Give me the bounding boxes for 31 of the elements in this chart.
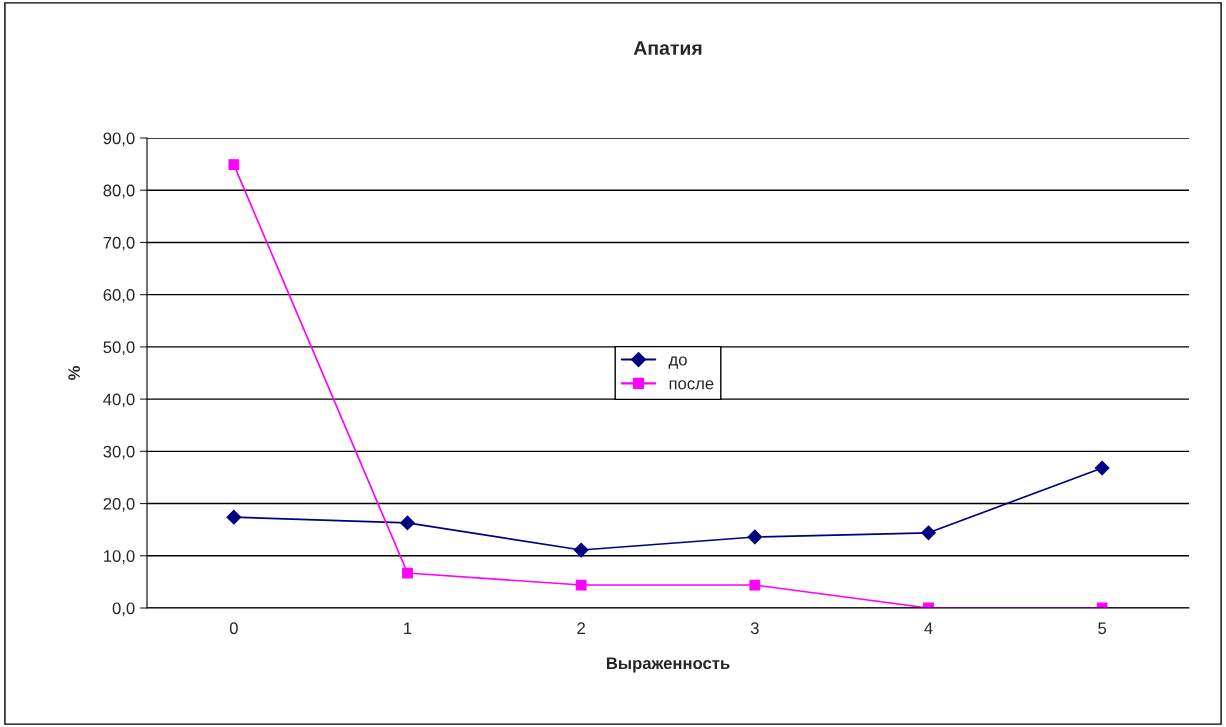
x-tick-label: 5 (1098, 622, 1107, 635)
point (573, 542, 589, 558)
x-tick-label: 2 (577, 622, 585, 634)
y-tick-label: 0,0 (112, 602, 135, 617)
point (747, 529, 763, 545)
y-tick-label: 50,0 (103, 341, 135, 356)
point (226, 509, 242, 525)
point (402, 567, 413, 579)
y-tick-label: 70,0 (103, 236, 135, 251)
y-tick-label: 60,0 (103, 289, 135, 303)
legend-label: после (669, 380, 714, 390)
x-tick-label: 1 (404, 622, 412, 634)
point (921, 525, 936, 541)
y-tick-label: 10,0 (104, 550, 135, 564)
x-tick-label: 3 (750, 622, 759, 635)
y-tick-label: 20,0 (103, 497, 135, 512)
y-tick-label: 30,0 (103, 445, 135, 460)
x-tick-label: 4 (924, 622, 933, 634)
y-tick-label: 40,0 (103, 393, 135, 408)
y-axis-title: % (68, 366, 80, 380)
x-axis-title: Выраженность (606, 657, 730, 673)
chart-title: Апатия (633, 41, 702, 55)
point (575, 579, 587, 591)
y-tick-label: 90,0 (103, 132, 135, 147)
legend-label: до (668, 356, 687, 369)
point (400, 515, 415, 531)
point (749, 579, 761, 591)
y-tick-label: 80,0 (103, 184, 135, 199)
point (228, 159, 240, 171)
point (1094, 460, 1110, 476)
x-tick-label: 0 (229, 622, 238, 635)
